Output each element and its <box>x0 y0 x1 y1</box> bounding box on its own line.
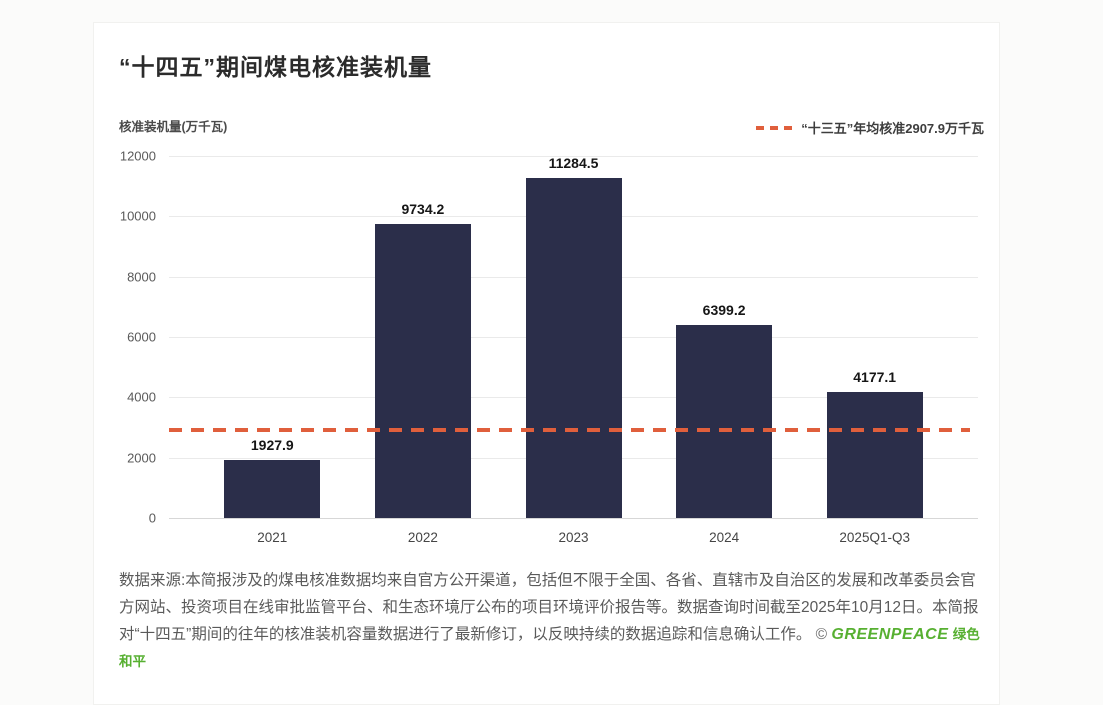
bar-2022[interactable] <box>374 224 471 518</box>
bar-value-2025Q1-Q3: 4177.1 <box>853 369 897 385</box>
bar-value-2022: 9734.2 <box>401 201 445 218</box>
x-tick-label-2025Q1-Q3: 2025Q1-Q3 <box>839 530 910 545</box>
x-tick-label-2022: 2022 <box>407 530 438 545</box>
bar-value-2023: 11284.5 <box>548 154 599 171</box>
y-tick-label-0: 0 <box>148 510 156 526</box>
gridline-0 <box>169 518 978 519</box>
y-tick-label-6000: 6000 <box>127 329 156 345</box>
bar-2025Q1-Q3[interactable] <box>826 392 923 518</box>
x-tick-label-2023: 2023 <box>558 530 589 545</box>
chart-title: “十四五”期间煤电核准装机量 <box>119 54 432 80</box>
bar-value-2024: 6399.2 <box>702 302 746 318</box>
y-tick-label-2000: 2000 <box>127 450 156 466</box>
y-tick-label-4000: 4000 <box>127 389 156 405</box>
bar-2023[interactable] <box>525 177 622 518</box>
dashed-line-swatch-icon <box>756 125 793 130</box>
greenpeace-logo-cn: 绿色和平 <box>119 627 980 669</box>
y-axis-unit-label: 核准装机量(万千瓦) <box>119 120 228 134</box>
bar-2024[interactable] <box>676 325 773 518</box>
greenpeace-logo: GREENPEACE <box>831 626 949 643</box>
gridline-12000 <box>169 156 978 157</box>
y-axis-tick-labels: 0 2000 4000 6000 8000 10000 12000 <box>94 149 156 526</box>
source-text: 数据来源:本简报涉及的煤电核准数据均来自官方公开渠道，包括但不限于全国、各省、直… <box>119 572 979 643</box>
reference-dashed-line <box>169 428 970 433</box>
y-tick-label-8000: 8000 <box>127 269 156 285</box>
legend-label: “十三五”年均核准2907.9万千瓦 <box>801 121 984 136</box>
bar-value-2021: 1927.9 <box>250 436 294 453</box>
copyright-symbol: © <box>815 626 828 643</box>
source-note: 数据来源:本简报涉及的煤电核准数据均来自官方公开渠道，包括但不限于全国、各省、直… <box>119 567 988 675</box>
x-tick-label-2024: 2024 <box>709 530 740 545</box>
bar-2021[interactable] <box>224 459 321 518</box>
x-tick-label-2021: 2021 <box>257 530 288 545</box>
y-tick-label-10000: 10000 <box>119 208 156 224</box>
plot-area: 1927.9 2021 9734.2 2022 11284.5 2023 6399.2 202… <box>169 154 978 545</box>
reference-line-legend: “十三五”年均核准2907.9万千瓦 <box>756 118 984 137</box>
chart-card: “十四五”期间煤电核准装机量 核准装机量(万千瓦) “十三五”年均核准2907.… <box>93 22 1000 705</box>
y-tick-label-12000: 12000 <box>119 148 156 164</box>
